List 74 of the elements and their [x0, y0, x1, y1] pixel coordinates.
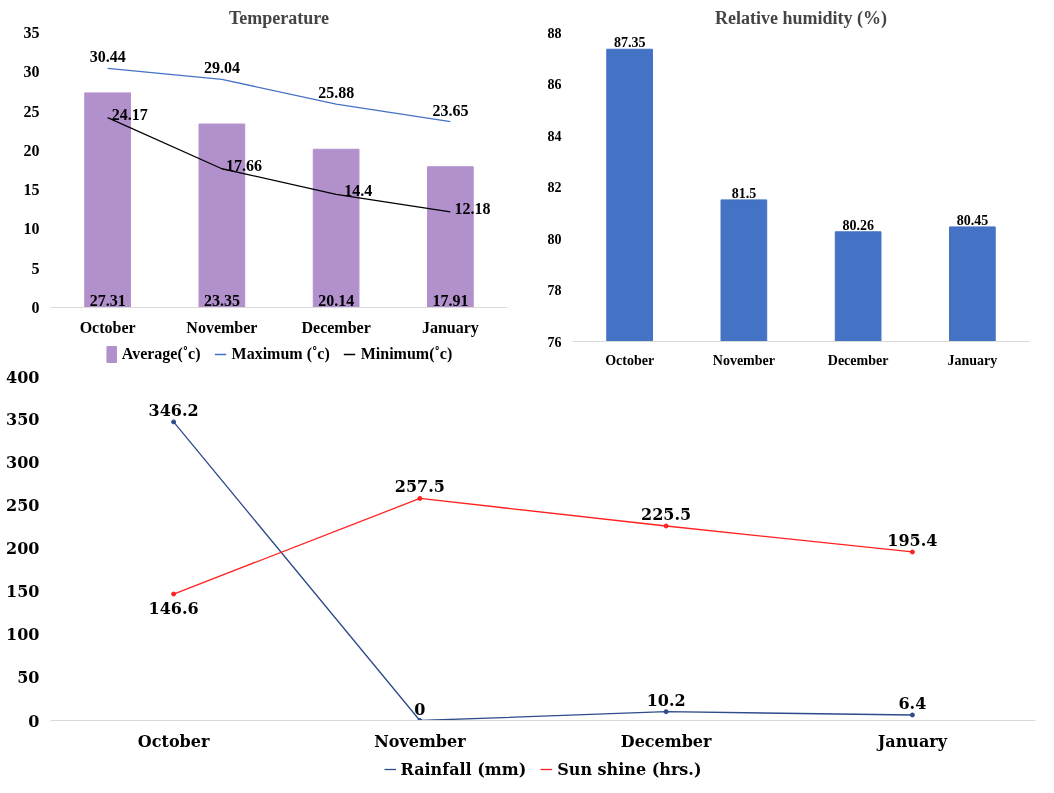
data-label: 87.35 — [613, 35, 646, 51]
data-label: 225.5 — [641, 505, 692, 525]
data-label: 80.45 — [956, 212, 989, 228]
point — [663, 523, 669, 529]
x-tick-label: October — [137, 731, 210, 751]
y-tick-label: 80 — [547, 231, 562, 247]
y-tick-label: 86 — [547, 77, 562, 92]
x-tick-label: October — [605, 352, 655, 368]
y-tick-label: 250 — [6, 495, 40, 515]
data-label: 27.31 — [89, 291, 126, 309]
x-tick-label: December — [301, 318, 371, 336]
point — [171, 419, 177, 425]
data-label: 146.6 — [148, 599, 199, 619]
y-tick-label: 35 — [23, 24, 40, 41]
data-label: 29.04 — [203, 59, 240, 77]
data-label: 257.5 — [394, 477, 445, 497]
y-tick-label: 200 — [6, 539, 40, 558]
y-tick-label: 15 — [23, 181, 40, 199]
data-label: 14.4 — [344, 182, 373, 200]
data-label: 0 — [414, 699, 426, 719]
data-label: 25.88 — [318, 84, 355, 102]
data-label: 346.2 — [148, 400, 199, 420]
y-tick-label: 350 — [6, 409, 40, 429]
y-tick-label: 20 — [23, 141, 40, 159]
data-label: 17.66 — [225, 156, 262, 174]
data-label: 195.4 — [887, 530, 938, 550]
y-tick-label: 0 — [31, 299, 40, 316]
data-label: 17.91 — [432, 291, 469, 309]
x-tick-label: January — [875, 731, 948, 751]
y-tick-label: 78 — [547, 283, 562, 298]
data-label: 10.2 — [646, 690, 686, 710]
data-label: 24.17 — [111, 105, 148, 123]
y-tick-label: 150 — [6, 582, 40, 602]
point — [417, 495, 423, 501]
data-label: 20.14 — [318, 291, 355, 309]
legend-label: Sun shine (hrs.) — [557, 759, 702, 779]
y-tick-label: 0 — [28, 711, 40, 731]
x-tick-label: November — [186, 318, 258, 336]
y-tick-label: 400 — [6, 367, 40, 387]
y-tick-label: 76 — [547, 334, 562, 350]
point — [171, 591, 177, 597]
y-tick-label: 100 — [6, 625, 40, 645]
legend-label: Rainfall (mm) — [400, 759, 527, 779]
data-label: 30.44 — [89, 48, 126, 66]
y-tick-label: 30 — [23, 63, 40, 81]
data-label: 23.35 — [203, 291, 240, 309]
y-tick-label: 5 — [31, 259, 40, 277]
x-tick-label: January — [421, 318, 479, 337]
chart-title: Temperature — [229, 7, 329, 28]
x-tick-label: November — [374, 731, 467, 751]
y-tick-label: 300 — [6, 452, 40, 472]
data-label: 12.18 — [454, 199, 491, 217]
point — [663, 709, 669, 715]
legend-label: Average(˚c) — [121, 345, 201, 363]
y-tick-label: 25 — [23, 102, 40, 120]
legend-label: Maximum (˚c) — [231, 345, 330, 363]
legend-label: Minimum(˚c) — [360, 345, 453, 363]
x-tick-label: October — [79, 318, 136, 336]
x-tick-label: November — [712, 352, 775, 368]
point — [909, 712, 915, 718]
data-label: 6.4 — [898, 693, 927, 713]
data-label: 80.26 — [842, 217, 874, 233]
x-tick-label: December — [827, 352, 889, 368]
y-tick-label: 50 — [17, 668, 40, 688]
y-tick-label: 84 — [547, 128, 562, 144]
data-label: 81.5 — [731, 185, 757, 201]
x-tick-label: December — [620, 731, 713, 751]
y-tick-label: 88 — [547, 25, 562, 41]
point — [909, 549, 915, 555]
x-tick-label: January — [947, 352, 998, 368]
y-tick-label: 82 — [547, 180, 562, 195]
chart-title: Relative humidity (%) — [715, 7, 887, 29]
y-tick-label: 10 — [23, 220, 40, 238]
data-label: 23.65 — [432, 101, 469, 119]
